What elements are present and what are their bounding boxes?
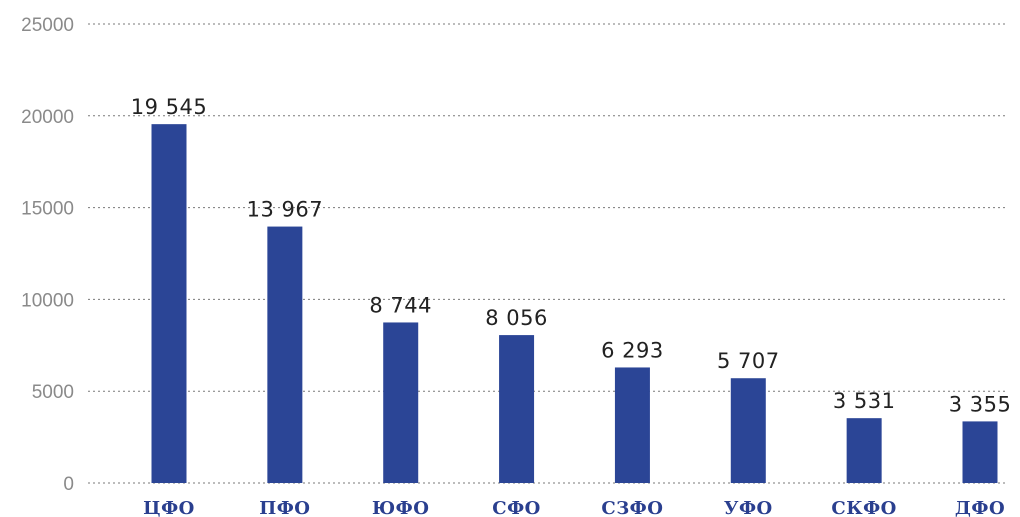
data-label: 5 707 bbox=[717, 349, 780, 373]
x-tick-label: УФО bbox=[724, 498, 773, 517]
bar-3 bbox=[383, 322, 419, 483]
y-tick-label: 0 bbox=[63, 474, 74, 495]
bar-5 bbox=[614, 367, 650, 483]
data-label: 6 293 bbox=[601, 338, 664, 362]
data-label: 8 056 bbox=[485, 306, 548, 330]
data-label: 19 545 bbox=[131, 95, 207, 119]
x-tick-label: ПФО bbox=[259, 498, 310, 517]
y-axis: 0 5000 10000 15000 20000 25000 bbox=[21, 15, 74, 495]
y-tick-label: 20000 bbox=[21, 107, 74, 128]
value-labels: 19 545 13 967 8 744 8 056 6 293 5 707 3 531 3 3… bbox=[131, 95, 1012, 416]
bar-6 bbox=[730, 378, 766, 483]
bars bbox=[151, 124, 998, 483]
bar-4 bbox=[499, 335, 535, 483]
x-axis: ЦФО ПФО ЮФО СФО СЗФО УФО СКФО ДФО bbox=[143, 498, 1005, 517]
data-label: 3 531 bbox=[833, 389, 896, 413]
x-tick-label: СФО bbox=[492, 498, 541, 517]
data-label: 3 355 bbox=[949, 392, 1012, 416]
bar-7 bbox=[846, 418, 882, 483]
y-tick-label: 15000 bbox=[21, 199, 74, 220]
x-tick-label: ЮФО bbox=[372, 498, 429, 517]
grid bbox=[88, 23, 1008, 484]
y-tick-label: 10000 bbox=[21, 290, 74, 311]
x-tick-label: ЦФО bbox=[143, 498, 195, 517]
bar-2 bbox=[267, 226, 303, 483]
y-tick-label: 25000 bbox=[21, 15, 74, 36]
x-tick-label: СКФО bbox=[831, 498, 896, 517]
x-tick-label: ДФО bbox=[955, 498, 1005, 517]
x-tick-label: СЗФО bbox=[601, 498, 663, 517]
y-tick-label: 5000 bbox=[32, 382, 74, 403]
bar-1 bbox=[151, 124, 187, 483]
data-label: 8 744 bbox=[369, 293, 432, 317]
data-label: 13 967 bbox=[247, 198, 323, 222]
bar-8 bbox=[962, 421, 998, 483]
